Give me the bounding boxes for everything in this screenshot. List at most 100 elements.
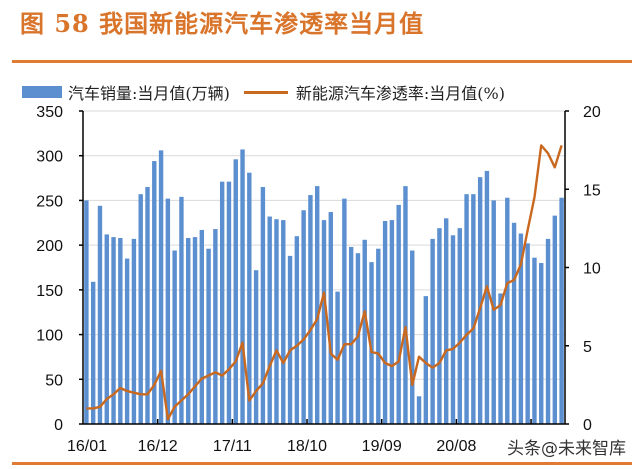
sales-bar [301,210,306,424]
sales-bar [525,243,530,424]
right-axis-tick-label: 5 [583,339,592,356]
sales-bar [118,237,123,424]
legend-line-label: 新能源汽车渗透率:当月值(%) [295,84,505,103]
sales-bar [443,218,449,424]
sales-bar [240,149,245,424]
sales-bar [260,187,266,424]
sales-bar [179,196,184,424]
sales-bar [362,239,367,424]
sales-bar [505,197,510,424]
sales-bar [376,248,381,424]
sales-bar [233,159,238,424]
sales-bar [274,219,279,424]
sales-bar [484,170,490,424]
bottom-divider [12,462,632,465]
watermark: 头条@未来智库 [507,439,626,459]
chart-title: 图 58 我国新能源汽车渗透率当月值 [20,9,425,38]
sales-bar [328,212,333,424]
sales-bar [267,216,272,424]
sales-bar [389,220,395,424]
sales-bar [539,263,544,424]
x-axis-tick-label: 16/12 [138,438,178,455]
sales-bar [416,396,422,424]
sales-bar [450,235,456,424]
sales-bar [437,228,442,424]
sales-bar [152,161,157,424]
sales-bar [192,237,198,424]
sales-bar [559,197,564,424]
left-axis-tick-label: 350 [36,104,63,121]
nev-penetration-line [86,144,563,421]
sales-bar [90,281,96,424]
sales-bar [172,250,177,424]
sales-bar [97,205,103,424]
sales-bar [464,194,469,424]
chart-legend: 汽车销量:当月值(万辆) 新能源汽车渗透率:当月值(%) [22,80,505,104]
sales-bar [145,187,150,424]
sales-bar [382,220,388,424]
sales-bar [111,237,116,424]
sales-bar [342,198,347,424]
sales-bar [430,238,435,424]
sales-bar [281,220,286,424]
sales-bar [287,255,293,424]
sales-bar [457,228,462,424]
legend-bar-swatch [22,86,62,98]
legend-line-swatch [243,90,288,94]
left-axis-tick-label: 50 [45,372,63,389]
x-axis-tick-label: 19/09 [362,438,402,455]
sales-bar [213,229,218,424]
sales-bar [226,181,232,424]
right-axis-tick-label: 10 [583,261,601,278]
x-axis-tick-label: 20/08 [436,438,476,455]
left-axis-tick-label: 200 [36,238,63,255]
left-axis-tick-label: 150 [36,283,63,300]
sales-bar [199,229,205,424]
sales-bar [104,234,109,424]
sales-bar [423,296,429,424]
sales-bar [247,172,252,424]
sales-bar [369,262,374,424]
right-axis-tick-label: 15 [583,182,601,199]
right-axis-tick-label: 0 [583,417,592,434]
sales-bar [471,194,476,424]
sales-bar [396,204,401,424]
x-axis-tick-label: 17/11 [213,438,252,455]
sales-bar [294,236,300,424]
sales-bar [124,258,130,424]
sales-bar [206,248,211,424]
sales-bar [158,150,164,424]
sales-bar [253,270,259,424]
sales-bar [518,233,524,424]
left-axis-tick-label: 100 [36,328,63,345]
left-axis-tick-label: 300 [36,149,63,166]
sales-bar [219,181,225,424]
sales-bar [308,195,313,424]
left-axis-tick-label: 0 [54,417,63,434]
sales-bar [552,215,558,424]
legend-bar-label: 汽车销量:当月值(万辆) [68,84,230,103]
sales-bar [84,200,89,424]
sales-bar [477,177,483,424]
sales-bar [532,257,537,424]
sales-bar [410,250,415,424]
sales-bar [131,238,137,424]
left-axis-tick-label: 250 [36,193,63,210]
sales-bar [138,194,143,424]
sales-bar [545,238,551,424]
x-axis-tick-label: 16/01 [67,438,107,455]
sales-bar [498,293,503,424]
sales-bar [491,200,496,424]
sales-bar [403,186,408,424]
sales-bar [315,186,320,424]
sales-bar [321,220,327,424]
title-divider [12,60,632,63]
sales-bar [165,198,171,424]
right-axis-tick-label: 20 [583,104,601,121]
sales-bar [511,222,517,424]
x-axis-tick-label: 18/10 [287,438,327,455]
sales-bar [348,246,354,424]
sales-bar [355,253,361,424]
sales-bar [186,237,191,424]
